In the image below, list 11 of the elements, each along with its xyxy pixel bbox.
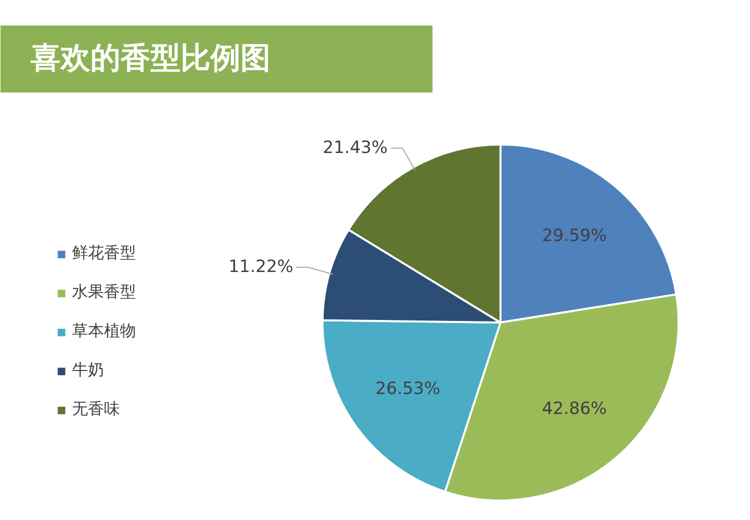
data-label: 11.22%: [228, 257, 294, 278]
legend-label: 鲜花香型: [72, 243, 136, 264]
data-label: 26.53%: [375, 378, 440, 399]
legend-label: 草本植物: [72, 321, 136, 342]
chart-title: 喜欢的香型比例图: [30, 41, 270, 76]
data-label: 21.43%: [322, 138, 388, 158]
data-label: 42.86%: [542, 399, 607, 420]
legend-label: 无香味: [72, 399, 120, 420]
legend-label: 水果香型: [72, 282, 136, 303]
legend-label: 牛奶: [72, 360, 104, 381]
data-label: 29.59%: [542, 226, 607, 246]
